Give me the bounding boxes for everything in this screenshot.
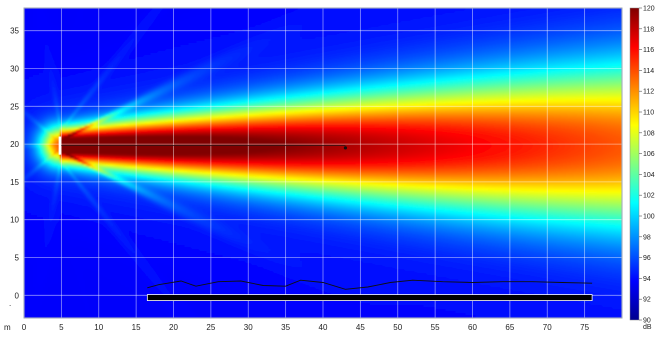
colorbar-tick-label: 116 xyxy=(643,47,654,54)
y-tick-label: 15 xyxy=(10,178,19,187)
x-tick-label: 65 xyxy=(505,323,514,332)
x-origin-dot: . xyxy=(9,299,11,308)
x-tick-label: 0 xyxy=(22,323,27,332)
colorbar-tick-label: 106 xyxy=(643,151,655,158)
y-tick-label: 35 xyxy=(10,27,19,36)
colorbar-tick-label: 112 xyxy=(643,89,654,96)
colorbar-tick-label: 98 xyxy=(643,234,651,241)
x-tick-label: 15 xyxy=(132,323,141,332)
y-tick-label: 0 xyxy=(15,291,20,300)
colorbar-gradient xyxy=(629,7,640,321)
x-tick-label: 45 xyxy=(356,323,365,332)
plot-area xyxy=(24,8,622,318)
y-tick-label: 30 xyxy=(10,64,19,73)
x-tick-label: 75 xyxy=(580,323,589,332)
x-tick-label: 60 xyxy=(468,323,477,332)
beam-end-point xyxy=(343,146,348,150)
plot-frame xyxy=(23,7,623,319)
y-tick-label: 20 xyxy=(10,140,19,149)
colorbar-ticks: 90 92 94 96 98 100 102 104 106 108 110 112 114 116 118… xyxy=(639,6,655,325)
x-tick-label: 10 xyxy=(94,323,103,332)
y-tick-label: 25 xyxy=(10,102,19,111)
colorbar-tick-label: 94 xyxy=(643,276,651,283)
x-unit-label: m xyxy=(4,323,11,332)
x-tick-label: 25 xyxy=(206,323,215,332)
colorbar-tick-label: 96 xyxy=(643,255,651,262)
y-tick-label: 10 xyxy=(10,216,19,225)
audience-plane xyxy=(146,294,593,301)
colorbar: 90 92 94 96 98 100 102 104 106 108 110 112 114 116 118… xyxy=(629,6,655,331)
x-tick-label: 50 xyxy=(393,323,402,332)
x-tick-label: 5 xyxy=(59,323,64,332)
colorbar-tick-label: 90 xyxy=(643,318,651,325)
terrain-profile xyxy=(147,279,593,290)
colorbar-tick-label: 100 xyxy=(643,214,655,221)
colorbar-tick-label: 114 xyxy=(643,68,654,75)
x-tick-label: 70 xyxy=(543,323,552,332)
x-tick-label: 35 xyxy=(281,323,290,332)
y-tick-label: 5 xyxy=(15,254,20,263)
colorbar-tick-label: 102 xyxy=(643,193,655,200)
colorbar-tick-label: 108 xyxy=(643,130,655,137)
grid-lines xyxy=(24,8,622,318)
overlay-marks xyxy=(58,136,593,301)
y-axis: 0 5 10 15 20 25 30 35 xyxy=(10,27,19,301)
x-tick-label: 20 xyxy=(169,323,178,332)
colorbar-tick-label: 104 xyxy=(643,172,655,179)
x-axis: 0 5 10 15 20 25 30 35 40 45 50 55 60 65 70 75 xyxy=(22,323,590,332)
colorbar-tick-label: 120 xyxy=(643,6,655,13)
x-tick-label: 55 xyxy=(431,323,440,332)
x-tick-label: 30 xyxy=(244,323,253,332)
colorbar-tick-label: 92 xyxy=(643,297,651,304)
colorbar-tick-label: 110 xyxy=(643,110,654,117)
x-tick-label: 40 xyxy=(319,323,328,332)
colorbar-tick-label: 118 xyxy=(643,26,654,33)
colorbar-unit: dB xyxy=(643,324,652,331)
